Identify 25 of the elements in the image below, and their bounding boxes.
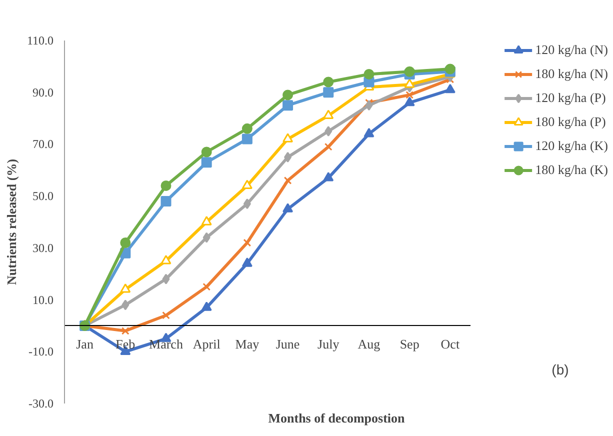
x-tick-label: Sep	[400, 336, 420, 352]
legend-label: 120 kg/ha (P)	[535, 90, 606, 106]
x-tick-label: April	[192, 336, 221, 352]
legend-label: 180 kg/ha (P)	[535, 114, 606, 130]
x-tick-label: May	[235, 336, 260, 352]
y-tick-label: -30.0	[28, 396, 54, 410]
y-tick-label: 90.0	[32, 85, 54, 100]
x-tick-label: Aug	[358, 336, 381, 352]
x-tick-label: Jan	[76, 336, 94, 352]
x-axis-title: Months of decompostion	[268, 410, 406, 426]
x-tick-label: July	[318, 336, 340, 352]
legend-label: 180 kg/ha (K)	[535, 162, 608, 178]
y-tick-label: 110.0	[26, 34, 54, 48]
y-tick-label: 70.0	[32, 137, 54, 152]
legend-label: 120 kg/ha (K)	[535, 138, 608, 154]
legend-label: 180 kg/ha (N)	[535, 66, 608, 82]
y-tick-label: 10.0	[32, 292, 54, 307]
y-axis-title: Nutrients released (%)	[4, 158, 19, 286]
text: (b)	[552, 362, 569, 378]
y-tick-label: 30.0	[32, 240, 54, 255]
legend-label: 120 kg/ha (N)	[535, 42, 608, 58]
x-tick-label: June	[276, 336, 300, 352]
y-tick-label: -10.0	[28, 344, 54, 359]
y-tick-label: 50.0	[32, 189, 54, 204]
x-tick-label: Oct	[440, 336, 460, 352]
